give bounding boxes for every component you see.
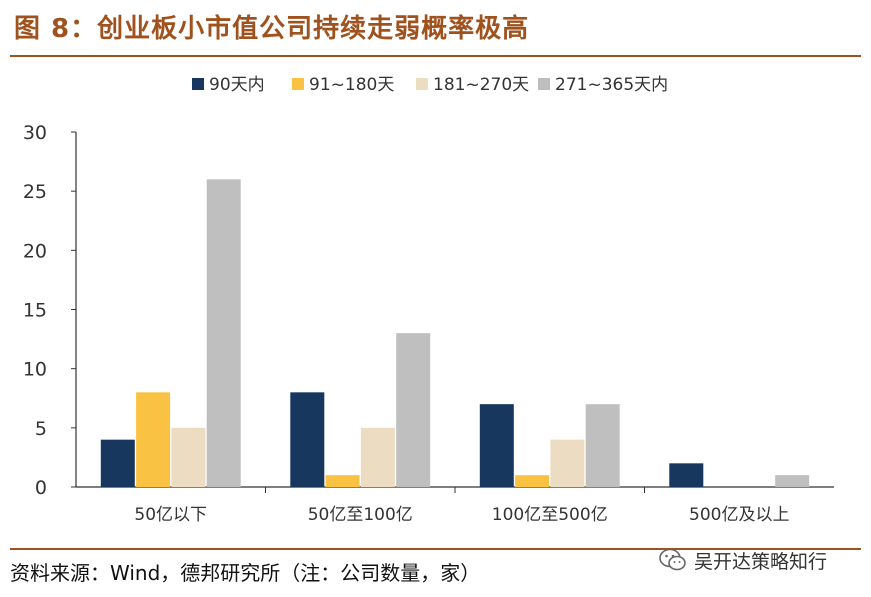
legend-label: 91~180天 <box>309 75 394 95</box>
y-tick-label: 30 <box>23 122 47 144</box>
y-tick-label: 20 <box>23 240 47 262</box>
bar <box>396 333 431 487</box>
chart-axes: 0 5 10 15 20 25 30 50亿以下 50亿至100亿 100亿至500亿 500亿及以… <box>23 122 834 525</box>
source-rule <box>10 548 861 550</box>
legend-swatch <box>538 78 550 90</box>
watermark: 吴开达策略知行 <box>658 545 858 575</box>
legend-label: 271~365天内 <box>555 75 668 95</box>
legend-label: 181~270天 <box>433 75 529 95</box>
bar <box>775 475 810 487</box>
bar <box>360 427 395 487</box>
y-tick-label: 15 <box>23 300 47 322</box>
bar <box>325 475 360 487</box>
x-tick-label: 50亿至100亿 <box>308 505 413 525</box>
bar <box>136 392 171 487</box>
y-tick-label: 10 <box>23 359 47 381</box>
bar <box>515 475 550 487</box>
bar-chart: 90天内 91~180天 181~270天 271~365天内 0 5 10 15 20 25 3… <box>23 75 834 525</box>
legend-swatch <box>192 78 204 90</box>
legend-swatch <box>292 78 304 90</box>
x-tick-label: 50亿以下 <box>134 505 207 525</box>
wechat-icon <box>659 548 686 571</box>
chart-legend: 90天内 91~180天 181~270天 271~365天内 <box>192 75 668 95</box>
bar <box>290 392 325 487</box>
title-rule <box>10 55 861 57</box>
y-tick-label: 0 <box>35 477 47 499</box>
watermark-text: 吴开达策略知行 <box>694 550 828 573</box>
x-tick-label: 500亿及以上 <box>689 505 789 525</box>
y-tick-label: 5 <box>35 418 47 440</box>
figure-title: 图 8：创业板小市值公司持续走弱概率极高 <box>14 14 530 44</box>
bar <box>100 439 135 487</box>
bar <box>479 404 514 487</box>
y-tick-label: 25 <box>23 181 47 203</box>
bar <box>171 427 206 487</box>
legend-label: 90天内 <box>209 75 265 95</box>
legend-swatch <box>416 78 428 90</box>
chart-bars <box>100 179 810 487</box>
source-note: 资料来源：Wind，德邦研究所（注：公司数量，家） <box>10 561 481 585</box>
bar <box>585 404 620 487</box>
bar <box>550 439 585 487</box>
bar <box>206 179 241 487</box>
x-tick-label: 100亿至500亿 <box>492 505 608 525</box>
bar <box>669 463 704 487</box>
